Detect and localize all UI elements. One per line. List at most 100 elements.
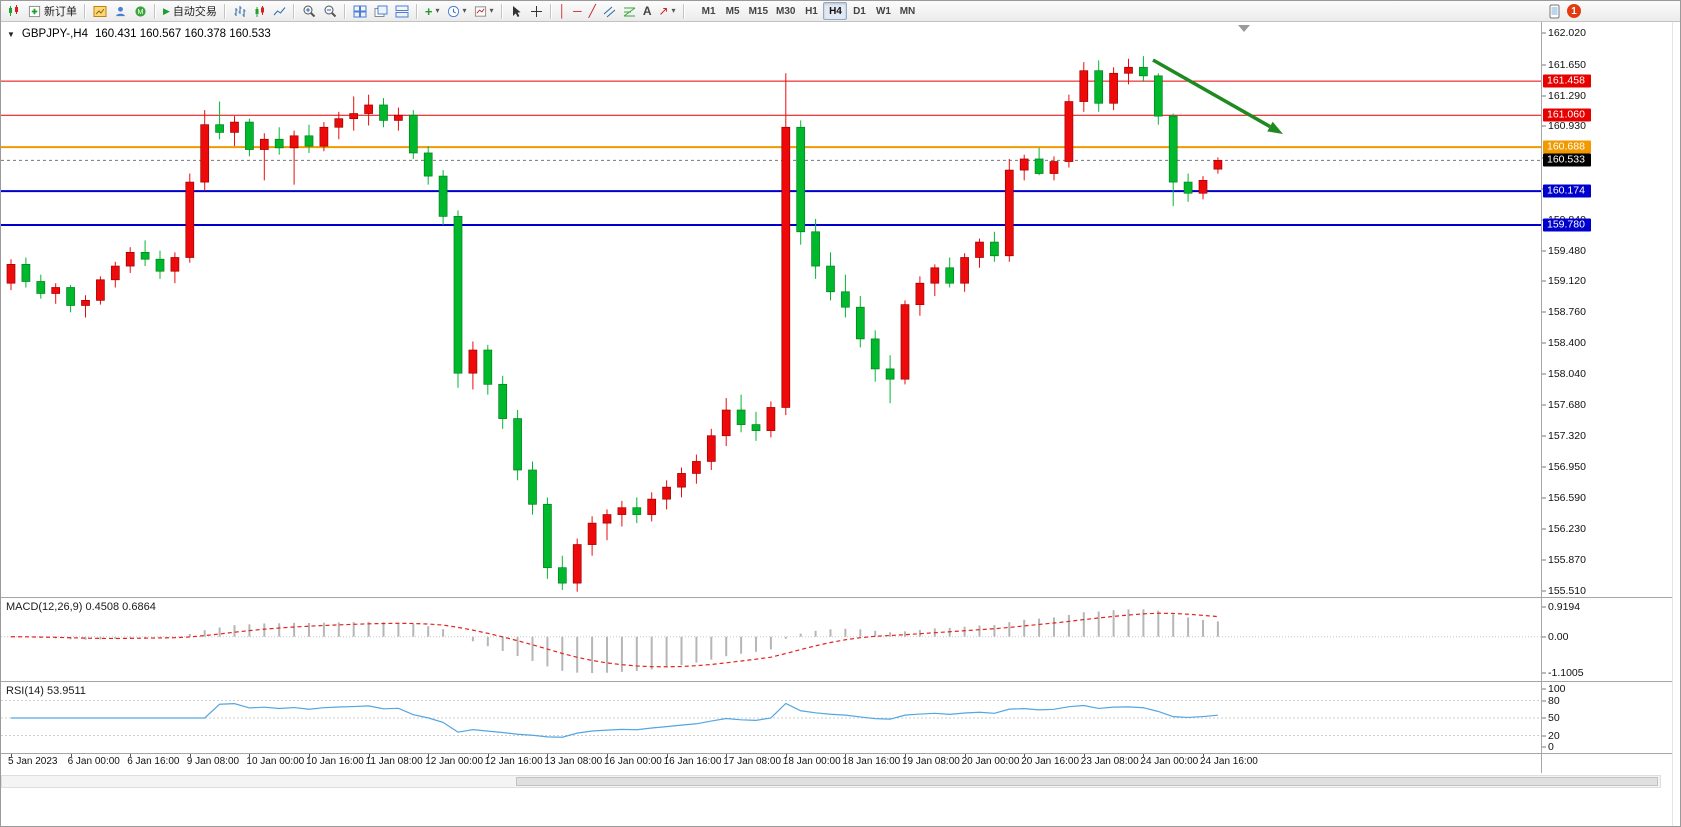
pane-resize-handle[interactable]	[1, 681, 1672, 684]
vertical-line-button[interactable]: │	[556, 2, 570, 20]
timeframe-d1[interactable]: D1	[847, 2, 871, 20]
trendline-button[interactable]: ╱	[586, 2, 599, 20]
arrows-button[interactable]: ↗ ▾	[655, 2, 678, 20]
horizontal-scrollbar[interactable]	[1, 775, 1661, 788]
time-tick	[726, 754, 728, 758]
chevron-down-icon: ▾	[671, 6, 676, 15]
rsi-axis-label: 50	[1548, 712, 1560, 724]
candlestick-chart-icon	[255, 5, 264, 17]
rsi-axis-label: 80	[1548, 694, 1560, 707]
rsi-axis-label: 20	[1548, 729, 1560, 742]
timeframe-m1[interactable]: M1	[697, 2, 721, 20]
timeframe-m15[interactable]: M15	[745, 2, 772, 20]
time-tick	[785, 754, 787, 758]
zoom-out-button[interactable]	[320, 2, 340, 20]
time-axis[interactable]: 5 Jan 2023 6 Jan 00:00 6 Jan 16:00 9 Jan 08…	[1, 755, 1541, 771]
horizontal-scrollbar-thumb[interactable]	[515, 777, 1658, 786]
time-tick	[1143, 754, 1145, 758]
separator	[223, 3, 226, 19]
separator	[500, 3, 503, 19]
price-axis-label: 157.680	[1548, 398, 1586, 411]
crosshair-button[interactable]	[527, 2, 546, 20]
time-tick	[1024, 754, 1026, 758]
pane-resize-handle[interactable]	[1, 597, 1672, 600]
text-tool-icon: A	[642, 4, 652, 18]
chart-menu-arrow[interactable]: ▼	[7, 29, 15, 39]
new-order-button[interactable]: 新订单	[25, 2, 80, 20]
tile-windows-button[interactable]	[350, 2, 370, 20]
time-axis-label: 5 Jan 2023	[8, 756, 58, 767]
new-chart-icon	[93, 5, 107, 17]
axis-tick	[1542, 280, 1546, 282]
separator	[343, 3, 346, 19]
axis-tick	[1542, 311, 1546, 313]
cursor-button[interactable]	[507, 2, 526, 20]
axis-tick	[1542, 746, 1546, 748]
timeframe-h4[interactable]: H4	[823, 2, 848, 20]
timeframe-w1[interactable]: W1	[871, 2, 895, 20]
bar-chart-button[interactable]	[230, 2, 249, 20]
price-axis-label: 161.290	[1548, 89, 1586, 102]
time-tick	[11, 754, 12, 758]
timeframe-mn[interactable]: MN	[895, 2, 919, 20]
macd-pane[interactable]: MACD(12,26,9) 0.4508 0.6864	[1, 599, 1541, 681]
macd-canvas[interactable]	[1, 599, 1541, 681]
price-axis-label: 160.930	[1548, 120, 1586, 133]
price-axis[interactable]: 162.020161.650161.290160.930160.560160.2…	[1542, 22, 1672, 773]
price-chart-canvas[interactable]	[1, 24, 1541, 597]
time-axis-label: 10 Jan 16:00	[306, 756, 364, 767]
time-axis-label: 24 Jan 00:00	[1140, 756, 1199, 767]
price-axis-label: 156.590	[1548, 492, 1586, 505]
price-level-tag: 160.174	[1543, 184, 1591, 198]
trendline-icon: ╱	[588, 4, 596, 18]
macd-axis-label: 0.9194	[1548, 600, 1581, 613]
time-axis-label: 19 Jan 08:00	[902, 756, 960, 767]
mobile-app-button[interactable]	[1546, 2, 1563, 20]
profiles-button[interactable]	[111, 2, 130, 20]
mql-community-button[interactable]: M	[131, 2, 150, 20]
axis-tick	[1542, 404, 1546, 406]
axis-tick	[1542, 528, 1546, 530]
price-pane[interactable]: ▼ GBPJPY-,H4 160.431 160.567 160.378 160…	[1, 24, 1541, 597]
candlestick-chart-button[interactable]	[250, 2, 269, 20]
crosshair-icon	[530, 5, 542, 17]
cascade-windows-button[interactable]	[371, 2, 391, 20]
autotrade-button[interactable]: ▶ 自动交易	[160, 2, 220, 20]
new-chart-button[interactable]	[90, 2, 110, 20]
timeframe-h1[interactable]: H1	[799, 2, 823, 20]
chart-window[interactable]: ▼ GBPJPY-,H4 160.431 160.567 160.378 160…	[1, 22, 1680, 826]
timeframe-m30[interactable]: M30	[772, 2, 799, 20]
line-chart-button[interactable]	[270, 2, 289, 20]
current-price-tag: 160.533	[1543, 153, 1591, 167]
horizontal-line-button[interactable]: ─	[570, 2, 585, 20]
chevron-down-icon: ▾	[435, 6, 440, 15]
timeframe-m5[interactable]: M5	[721, 2, 745, 20]
templates-icon	[474, 5, 486, 17]
indicators-button[interactable]: + ▾	[422, 2, 443, 20]
toolbar-right: 1	[1546, 2, 1677, 20]
axis-tick	[1542, 672, 1546, 674]
rsi-pane[interactable]: RSI(14) 53.9511	[1, 683, 1541, 753]
axis-tick	[1542, 606, 1546, 608]
tile-horizontal-button[interactable]	[392, 2, 412, 20]
zoom-out-icon	[324, 5, 337, 18]
notification-badge[interactable]: 1	[1567, 4, 1581, 18]
chart-window-icon[interactable]	[4, 2, 24, 20]
cascade-windows-icon	[374, 5, 388, 17]
clock-icon	[447, 5, 459, 17]
tile-horizontal-icon	[395, 5, 409, 17]
time-axis-label: 11 Jan 08:00	[365, 756, 423, 767]
text-button[interactable]: A	[640, 2, 655, 20]
fibonacci-button[interactable]	[620, 2, 639, 20]
axis-tick	[1542, 125, 1546, 127]
rsi-canvas[interactable]	[1, 683, 1541, 753]
macd-axis-label: 0.00	[1548, 630, 1569, 643]
chart-symbol-period: GBPJPY-,H4	[21, 28, 88, 40]
axis-tick	[1542, 342, 1546, 344]
templates-button[interactable]: ▾	[471, 2, 497, 20]
periods-button[interactable]: ▾	[444, 2, 470, 20]
channel-button[interactable]	[600, 2, 619, 20]
price-axis-label: 158.400	[1548, 337, 1586, 350]
zoom-in-button[interactable]	[299, 2, 319, 20]
